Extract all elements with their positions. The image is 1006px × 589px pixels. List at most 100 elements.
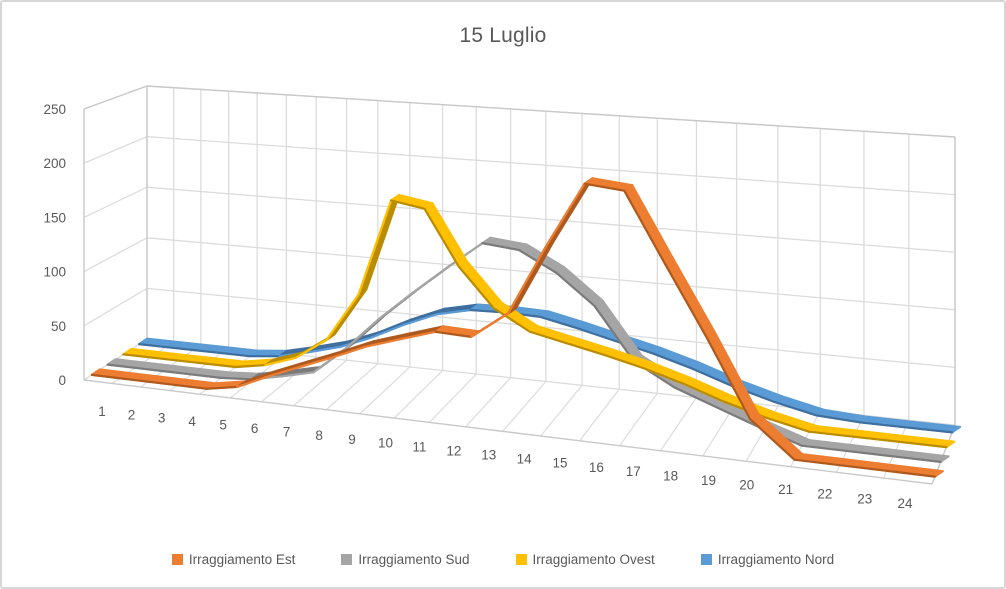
legend-label: Irraggiamento Nord [717, 552, 835, 567]
ribbon-front-edge [267, 365, 302, 378]
legend-label: Irraggiamento Est [188, 552, 296, 567]
y-tick-label: 150 [43, 210, 66, 225]
legend-item-ovest[interactable]: Irraggiamento Ovest [515, 552, 655, 567]
ribbon-front-edge [859, 421, 907, 429]
h-gridline-leftwall [83, 136, 148, 164]
ribbon-front-edge [205, 385, 239, 390]
ribbon-front-edge [672, 386, 717, 408]
x-tick-label: 18 [663, 469, 678, 484]
ribbon-front-edge [470, 312, 510, 338]
ribbon-front-edge [138, 343, 168, 349]
legend-item-sud[interactable]: Irraggiamento Sud [341, 552, 470, 567]
x-tick-label: 8 [315, 428, 323, 443]
y-axis-tick-labels: 0 50 100 150 200 250 [43, 102, 66, 388]
x-tick-label: 17 [626, 464, 641, 479]
ribbon-front-edge [192, 348, 223, 355]
x-tick-label: 22 [817, 487, 832, 502]
ribbon-front-edge [162, 370, 193, 376]
x-axis-tick-labels: 1 2 3 4 5 6 7 8 9 10 11 12 13 14 15 16 17 18 19 20 21 22 23 24 [98, 404, 913, 511]
ribbon-front-edge [423, 207, 460, 268]
x-tick-label: 9 [348, 432, 356, 447]
ribbon-front-edge [593, 304, 635, 363]
ribbon-front-edge [506, 245, 547, 315]
h-gridline-backwall [146, 237, 956, 311]
ribbon-front-edge [623, 189, 667, 266]
ribbon-front-edge [176, 384, 208, 390]
ribbon-front-edge [681, 382, 726, 403]
x-tick-label: 15 [553, 456, 568, 471]
legend-swatch [341, 554, 353, 565]
ribbon-front-edge [106, 363, 137, 369]
h-gridline-leftwall [83, 237, 148, 273]
ribbon-front-edge [264, 356, 297, 367]
ribbon-front-edge [575, 327, 616, 342]
ribbon-front-edge [133, 366, 165, 373]
h-gridline-backwall [146, 135, 956, 196]
x-tick-label: 10 [378, 436, 393, 451]
ribbon-front-edge [772, 400, 818, 417]
x-tick-label: 14 [517, 452, 533, 467]
ribbon-front-edge [234, 363, 267, 369]
ribbon-front-edge [714, 405, 760, 428]
legend-item-nord[interactable]: Irraggiamento Nord [700, 552, 835, 567]
ribbon-front-edge [331, 345, 368, 359]
floor-front-edge [83, 379, 933, 485]
x-tick-label: 12 [446, 444, 461, 459]
ribbon-front-edge [294, 338, 328, 359]
y-tick-label: 0 [58, 373, 66, 388]
floor-depth-gridline [579, 388, 620, 442]
ribbon-front-edge [344, 318, 380, 350]
x-tick-label: 19 [701, 473, 716, 488]
ribbon-segment [623, 184, 675, 265]
h-gridline-leftwall [83, 186, 148, 218]
y-tick-label: 200 [43, 156, 66, 171]
ribbon-front-edge [492, 307, 531, 333]
x-tick-label: 24 [897, 496, 913, 511]
ribbon-front-edge [220, 376, 253, 381]
ribbon-front-edge [565, 342, 606, 357]
legend-item-est[interactable]: Irraggiamento Est [171, 552, 296, 567]
ribbon-front-edge [164, 345, 195, 352]
ribbon-front-edge [898, 440, 948, 449]
x-tick-label: 6 [251, 421, 259, 436]
ribbon-front-edge [651, 352, 694, 370]
floor-depth-gridline [619, 392, 658, 447]
x-tick-label: 21 [778, 482, 793, 497]
ribbon-segment [555, 266, 604, 307]
ribbon-front-edge [118, 377, 150, 383]
legend-swatch [171, 554, 183, 565]
ribbon-front-edge [583, 182, 626, 192]
backwall-top-edge [146, 85, 956, 138]
series-ribbon-irraggiamento-est [90, 177, 944, 478]
x-tick-label: 23 [857, 491, 872, 506]
h-gridline-leftwall [83, 287, 148, 327]
ribbon-front-edge [445, 242, 484, 269]
ribbon-front-edge [365, 338, 402, 348]
ribbon-front-edge [389, 199, 426, 210]
ribbon-front-edge [544, 182, 586, 248]
ribbon-front-edge [411, 266, 449, 295]
ribbon-front-edge [370, 323, 405, 339]
ribbon-front-edge [399, 330, 437, 341]
x-tick-label: 2 [128, 407, 136, 422]
ribbon-front-edge [642, 366, 685, 385]
ribbon-front-edge [149, 356, 180, 362]
ribbon-front-edge [308, 345, 342, 354]
legend-swatch [515, 554, 527, 565]
legend-label: Irraggiamento Sud [358, 552, 470, 567]
ribbon-front-edge [749, 417, 796, 461]
floor-depth-gridline [465, 377, 512, 428]
chart-title: 15 Luglio [459, 24, 547, 47]
ribbon-front-edge [122, 353, 152, 359]
x-tick-label: 20 [739, 477, 754, 492]
ribbon-front-edge [177, 359, 208, 365]
ribbon-front-edge [528, 330, 568, 345]
ribbon-front-edge [800, 444, 848, 453]
ribbon-front-edge [555, 271, 596, 307]
legend-swatch [700, 554, 712, 565]
x-tick-label: 1 [98, 404, 106, 419]
y-tick-label: 50 [51, 319, 66, 334]
ribbon-front-edge [664, 262, 709, 340]
